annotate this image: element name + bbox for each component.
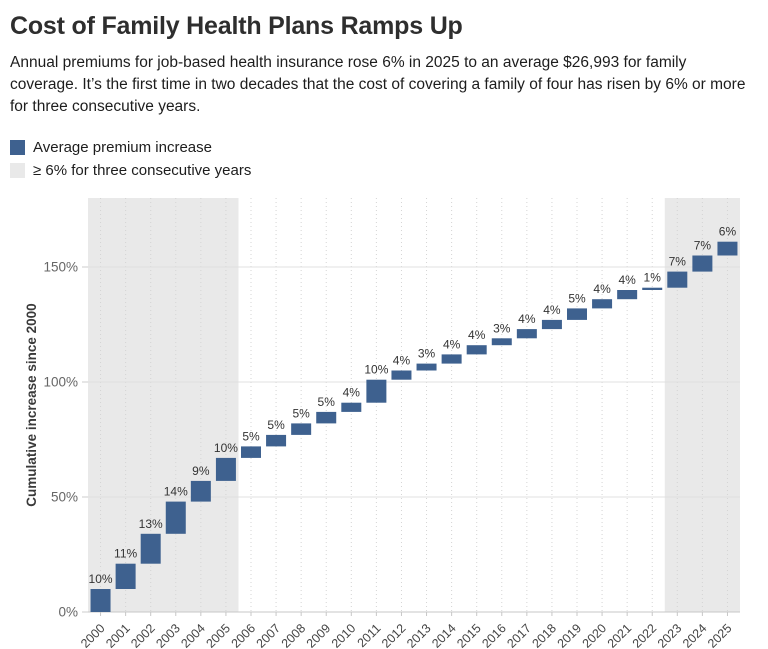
x-axis-label-2017: 2017 (504, 621, 534, 649)
y-axis-tick-label: 0% (58, 605, 78, 620)
bar-value-label-2006: 5% (242, 429, 260, 443)
bar-value-label-2004: 9% (192, 464, 210, 478)
bar-2015 (466, 345, 487, 355)
bar-2011 (366, 379, 387, 403)
legend-label-six-percent-band: ≥ 6% for three consecutive years (33, 162, 252, 179)
x-axis-label-2014: 2014 (429, 621, 459, 649)
bar-value-label-2013: 3% (418, 347, 436, 361)
chart-subtitle: Annual premiums for job-based health ins… (10, 54, 746, 115)
bar-2016 (491, 338, 512, 346)
x-axis-label-2007: 2007 (254, 621, 284, 649)
bar-2019 (567, 308, 587, 320)
legend-item-average-premium-increase: Average premium increase (10, 139, 758, 156)
bar-value-label-2020: 4% (593, 282, 611, 296)
bar-2001 (115, 563, 136, 589)
bar-2023 (667, 271, 688, 288)
bar-value-label-2021: 4% (618, 273, 636, 287)
bar-2018 (541, 319, 562, 330)
bar-value-label-2022: 1% (644, 271, 662, 285)
y-axis-title: Cumulative increase since 2000 (24, 303, 39, 506)
bar-2020 (592, 299, 613, 309)
legend-swatch-blue (10, 140, 25, 155)
x-axis-label-2001: 2001 (103, 621, 133, 649)
bar-value-label-2019: 5% (568, 291, 586, 305)
bar-value-label-2012: 4% (393, 354, 411, 368)
bar-value-label-2014: 4% (443, 337, 461, 351)
bar-2017 (516, 329, 537, 339)
bar-value-label-2015: 4% (468, 328, 486, 342)
bar-2003 (165, 501, 186, 534)
x-axis-label-2013: 2013 (404, 621, 434, 649)
x-axis-label-2003: 2003 (153, 621, 183, 649)
x-axis-label-2020: 2020 (580, 621, 610, 649)
bar-2024 (692, 255, 713, 272)
x-axis-label-2021: 2021 (605, 621, 635, 649)
bar-value-label-2002: 13% (139, 517, 163, 531)
bar-value-label-2010: 4% (343, 386, 361, 400)
page-title: Cost of Family Health Plans Ramps Up (10, 12, 463, 40)
x-axis-label-2009: 2009 (304, 621, 334, 649)
x-axis-label-2000: 2000 (78, 621, 108, 649)
bar-2009 (316, 411, 337, 424)
x-axis-label-2008: 2008 (279, 621, 309, 649)
bar-2006 (241, 446, 261, 458)
x-axis-label-2022: 2022 (630, 621, 660, 649)
legend-swatch-gray (10, 163, 25, 178)
x-axis-label-2004: 2004 (178, 621, 208, 649)
bar-value-label-2003: 14% (164, 485, 188, 499)
bar-2013 (416, 363, 437, 371)
x-axis-label-2002: 2002 (128, 621, 158, 649)
bar-2000 (90, 589, 111, 612)
bar-2022 (642, 287, 663, 290)
x-axis-label-2024: 2024 (680, 621, 710, 649)
x-axis-label-2012: 2012 (379, 621, 409, 649)
legend-label-average-premium-increase: Average premium increase (33, 139, 212, 156)
bar-2014 (441, 354, 462, 364)
bar-2012 (391, 370, 412, 380)
bar-2008 (291, 423, 312, 435)
bar-2025 (717, 241, 738, 256)
bar-value-label-2011: 10% (364, 363, 388, 377)
x-axis-label-2006: 2006 (229, 621, 259, 649)
waterfall-chart-svg: 0%50%100%150%10%11%13%14%9%10%5%5%5%5%4%… (24, 198, 740, 649)
bar-value-label-2017: 4% (518, 312, 536, 326)
x-axis-label-2015: 2015 (454, 621, 484, 649)
highlight-band-2000-2005 (88, 198, 239, 612)
bar-value-label-2007: 5% (267, 418, 285, 432)
bar-value-label-2008: 5% (292, 406, 310, 420)
bar-2002 (140, 533, 161, 564)
bar-value-label-2000: 10% (89, 572, 113, 586)
bar-value-label-2009: 5% (318, 395, 336, 409)
bar-value-label-2025: 6% (719, 225, 737, 239)
bar-2021 (617, 290, 638, 300)
x-axis-label-2019: 2019 (555, 621, 585, 649)
legend-item-six-percent-band: ≥ 6% for three consecutive years (10, 162, 758, 179)
x-axis-label-2023: 2023 (655, 621, 685, 649)
bar-value-label-2001: 11% (114, 547, 137, 561)
bar-value-label-2024: 7% (694, 239, 712, 253)
waterfall-chart: 0% 50% 100% 150% 10% 11% 13% 14% 9% 10% 5% 5% 5% 5% 4%… (10, 185, 758, 649)
x-axis-label-2011: 2011 (355, 621, 384, 649)
x-axis-label-2005: 2005 (203, 621, 233, 649)
x-axis-label-2025: 2025 (705, 621, 735, 649)
y-axis-tick-label: 100% (43, 375, 78, 390)
bar-value-label-2016: 3% (493, 321, 511, 335)
bar-2004 (190, 480, 211, 502)
x-axis-label-2010: 2010 (329, 621, 359, 649)
y-axis-tick-label: 50% (51, 490, 78, 505)
bar-2007 (266, 434, 287, 447)
bar-value-label-2018: 4% (543, 303, 561, 317)
x-axis-label-2016: 2016 (479, 621, 509, 649)
bar-2005 (215, 457, 236, 481)
y-axis-tick-label: 150% (43, 260, 78, 275)
bar-value-label-2005: 10% (214, 441, 238, 455)
x-axis-label-2018: 2018 (529, 621, 559, 649)
bar-2010 (341, 402, 362, 412)
legend: Average premium increase ≥ 6% for three … (10, 139, 758, 179)
bar-value-label-2023: 7% (669, 255, 687, 269)
